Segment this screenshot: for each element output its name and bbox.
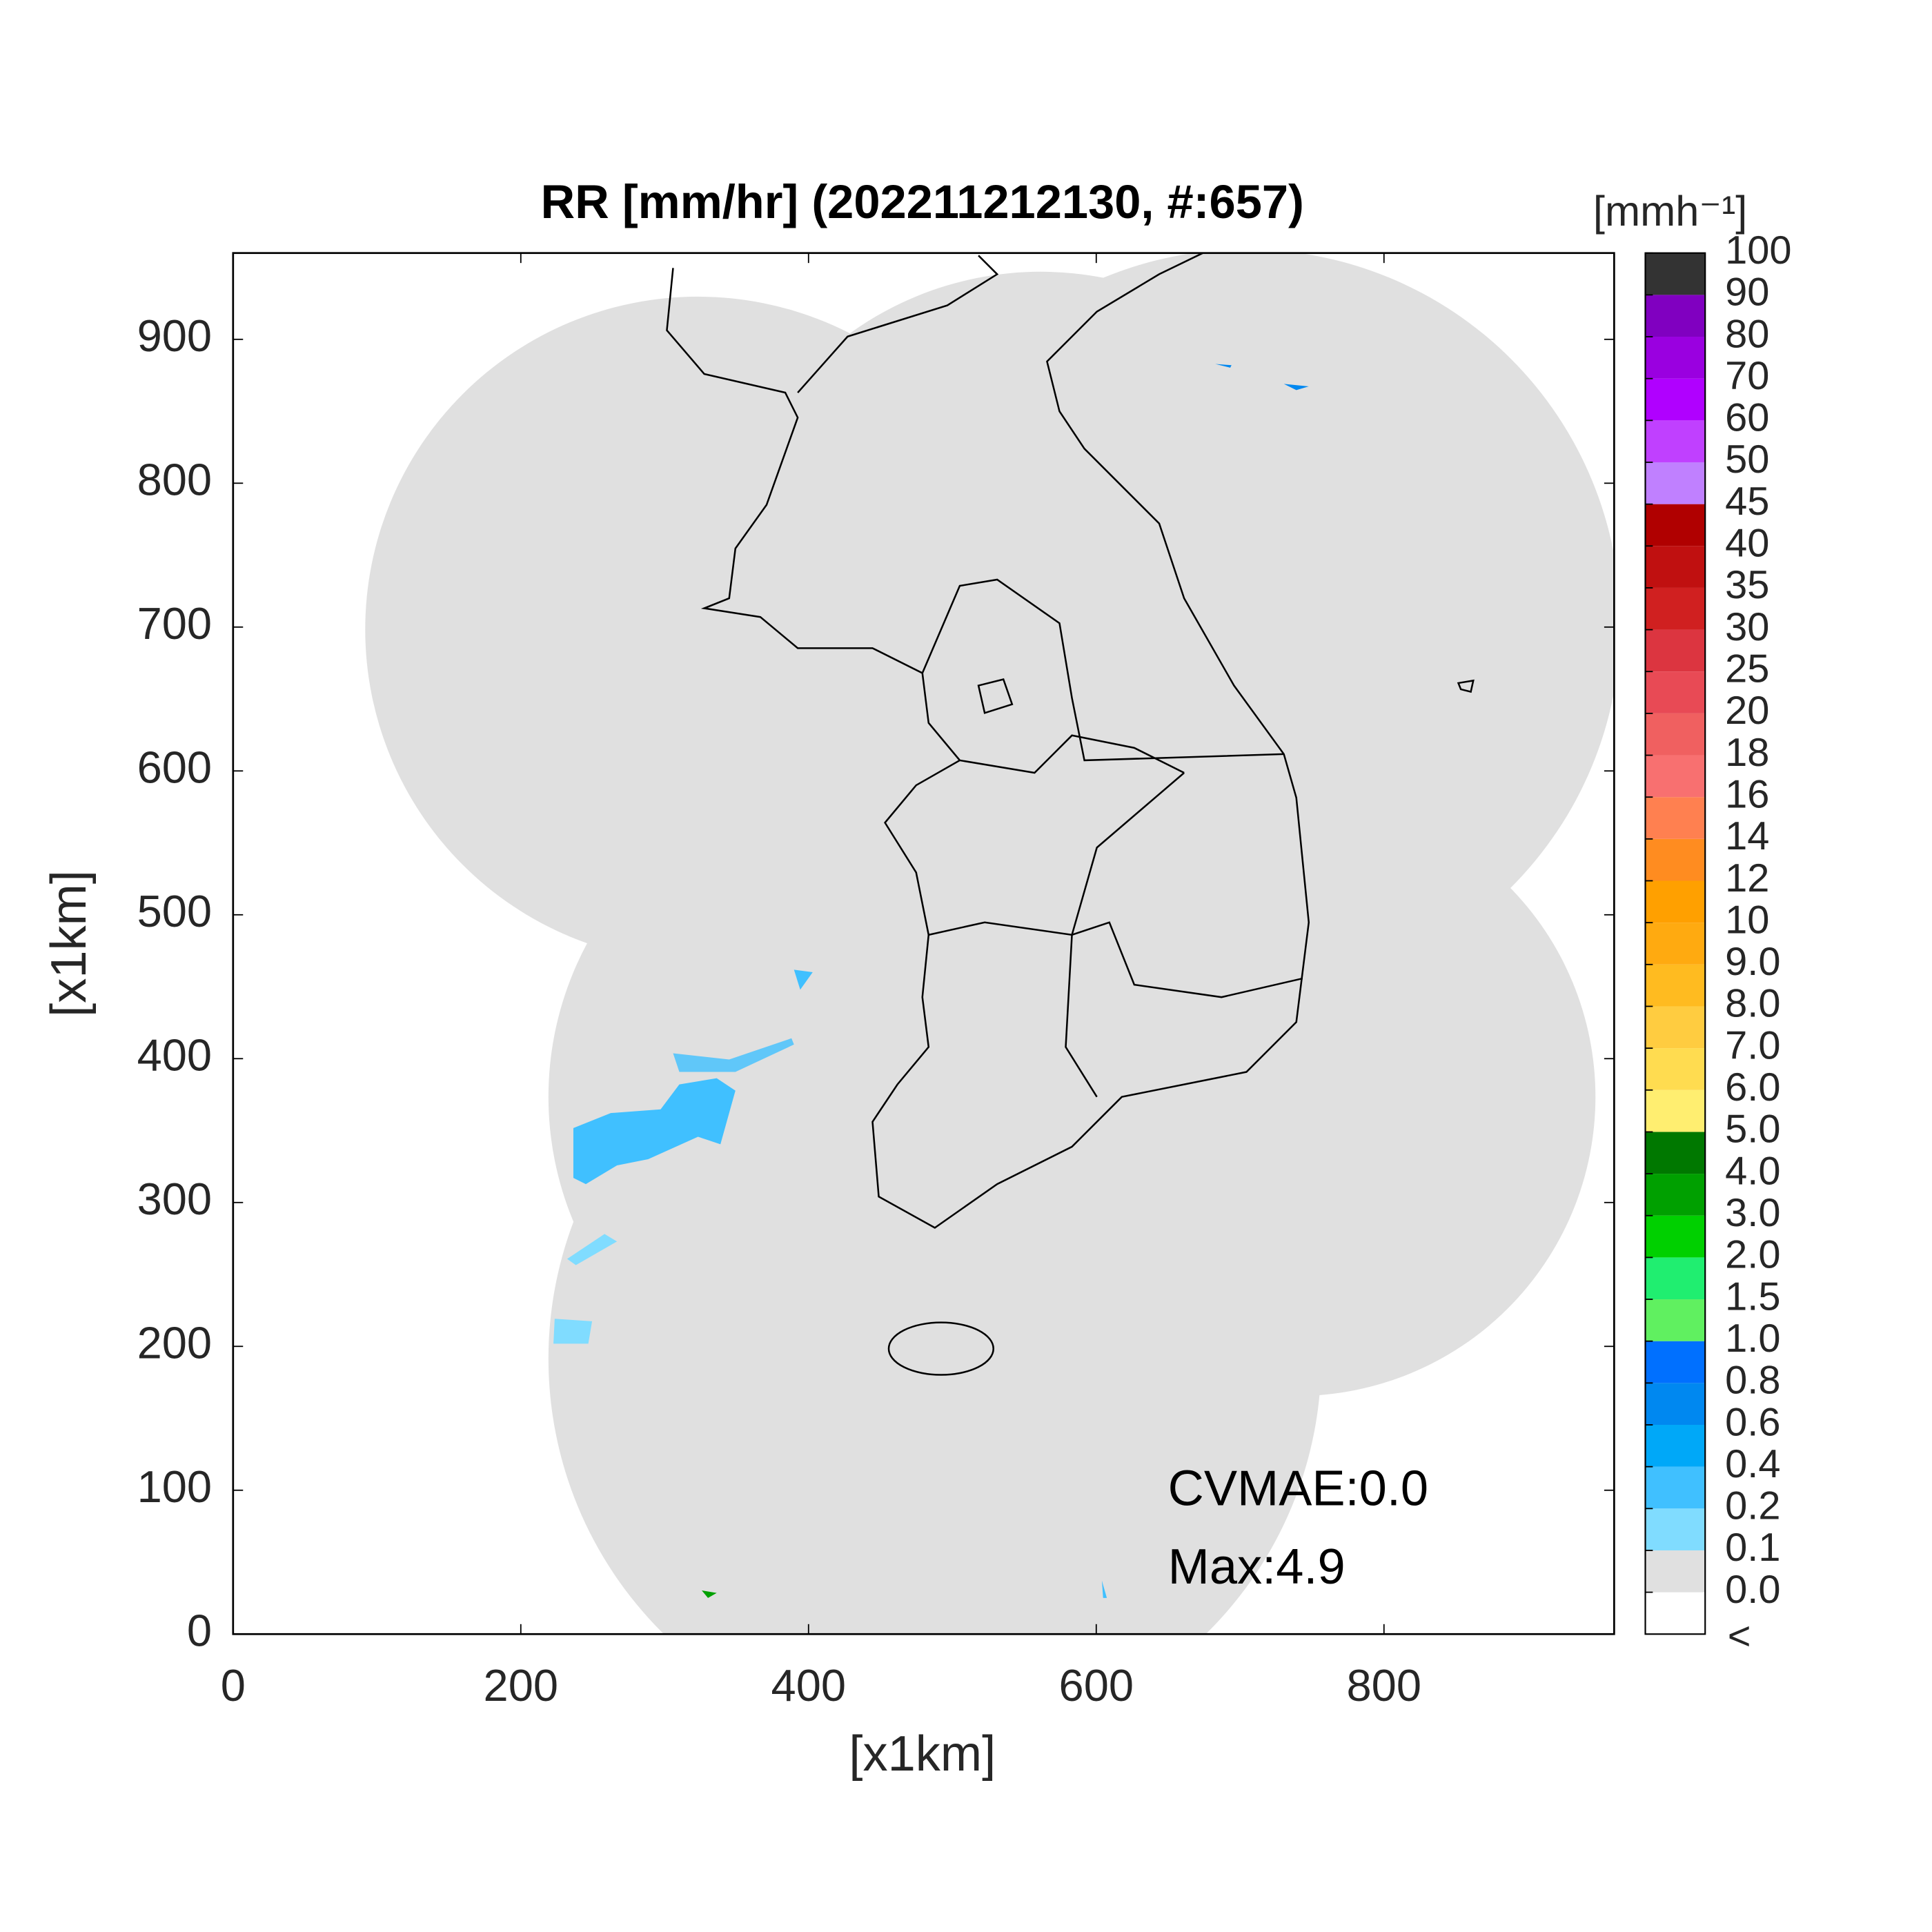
colorbar-label: 0.2 bbox=[1725, 1484, 1780, 1528]
rain-patches bbox=[553, 364, 1309, 1598]
colorbar-segment bbox=[1645, 1383, 1706, 1425]
colorbar-title: [mmh⁻¹] bbox=[1593, 188, 1747, 235]
colorbar-label: < bbox=[1728, 1615, 1751, 1659]
colorbar-label: 8.0 bbox=[1725, 982, 1780, 1026]
colorbar-segment bbox=[1645, 1048, 1706, 1090]
plot-frame bbox=[232, 252, 1615, 1635]
y-tick-label: 700 bbox=[137, 598, 212, 649]
x-axis-label: [x1km] bbox=[849, 1726, 996, 1782]
y-tick-label: 100 bbox=[137, 1461, 212, 1512]
colorbar-segment bbox=[1645, 880, 1706, 923]
annotation: CVMAE:0.0 bbox=[1168, 1461, 1428, 1516]
colorbar-label: 60 bbox=[1725, 396, 1769, 440]
colorbar-label: 70 bbox=[1725, 354, 1769, 398]
colorbar-label: 0.4 bbox=[1725, 1442, 1780, 1486]
colorbar-label: 40 bbox=[1725, 522, 1769, 566]
colorbar-label: 45 bbox=[1725, 480, 1769, 524]
colorbar-label: 80 bbox=[1725, 312, 1769, 356]
colorbar-segment bbox=[1645, 295, 1706, 337]
colorbar-segment bbox=[1645, 1508, 1706, 1550]
colorbar-segment bbox=[1645, 755, 1706, 798]
colorbar-segment bbox=[1645, 1215, 1706, 1258]
colorbar-segment bbox=[1645, 1550, 1706, 1593]
colorbar-segment bbox=[1645, 629, 1706, 672]
colorbar-label: 1.0 bbox=[1725, 1317, 1780, 1361]
colorbar-segment bbox=[1645, 1341, 1706, 1383]
colorbar-segment bbox=[1645, 420, 1706, 462]
colorbar-segment bbox=[1645, 1466, 1706, 1509]
colorbar-label: 1.5 bbox=[1725, 1274, 1780, 1319]
colorbar-segment bbox=[1645, 797, 1706, 839]
colorbar-label: 30 bbox=[1725, 605, 1769, 649]
colorbar-segment bbox=[1645, 964, 1706, 1007]
colorbar-label: 3.0 bbox=[1725, 1191, 1780, 1235]
x-tick-label: 800 bbox=[1347, 1660, 1421, 1711]
colorbar-label: 5.0 bbox=[1725, 1107, 1780, 1152]
chart-title: RR [mm/hr] (202211212130, #:657) bbox=[541, 175, 1304, 228]
y-tick-label: 400 bbox=[137, 1029, 212, 1080]
radar-coverage bbox=[365, 253, 1615, 1635]
colorbar-label: 25 bbox=[1725, 647, 1769, 691]
y-axis-label: [x1km] bbox=[41, 870, 97, 1017]
y-tick-label: 800 bbox=[137, 454, 212, 504]
colorbar-segment bbox=[1645, 1132, 1706, 1174]
y-tick-label: 600 bbox=[137, 742, 212, 792]
colorbar-segment bbox=[1645, 838, 1706, 881]
colorbar-label: 35 bbox=[1725, 563, 1769, 607]
colorbar-segment bbox=[1645, 1424, 1706, 1467]
colorbar-label: 0.8 bbox=[1725, 1359, 1780, 1403]
y-tick-label: 300 bbox=[137, 1174, 212, 1224]
colorbar-segment bbox=[1645, 462, 1706, 504]
colorbar-segment bbox=[1645, 337, 1706, 379]
colorbar-frame bbox=[1644, 252, 1706, 1635]
annotation: Max:4.9 bbox=[1168, 1539, 1346, 1595]
y-tick-label: 500 bbox=[137, 886, 212, 936]
colorbar-label: 0.6 bbox=[1725, 1400, 1780, 1444]
colorbar-segment bbox=[1645, 713, 1706, 756]
colorbar-label: 100 bbox=[1725, 228, 1791, 273]
colorbar-segment bbox=[1645, 378, 1706, 421]
colorbar-segment bbox=[1645, 1299, 1706, 1341]
coastline bbox=[666, 253, 1475, 1376]
x-tick-label: 400 bbox=[771, 1660, 846, 1711]
colorbar-segment bbox=[1645, 923, 1706, 965]
x-tick-label: 600 bbox=[1059, 1660, 1134, 1711]
colorbar-under bbox=[1645, 1592, 1706, 1635]
x-tick-label: 0 bbox=[221, 1660, 246, 1711]
colorbar-label: 7.0 bbox=[1725, 1023, 1780, 1067]
colorbar-label: 50 bbox=[1725, 437, 1769, 482]
colorbar-label: 10 bbox=[1725, 898, 1769, 942]
y-tick-label: 0 bbox=[187, 1605, 212, 1655]
colorbar-label: 20 bbox=[1725, 689, 1769, 733]
colorbar-label: 18 bbox=[1725, 731, 1769, 775]
y-tick-label: 900 bbox=[137, 310, 212, 361]
colorbar-segment bbox=[1645, 1174, 1706, 1216]
x-tick-label: 200 bbox=[484, 1660, 558, 1711]
colorbar-label: 14 bbox=[1725, 814, 1769, 858]
colorbar-label: 0.0 bbox=[1725, 1568, 1780, 1612]
colorbar-label: 6.0 bbox=[1725, 1065, 1780, 1110]
colorbar-label: 16 bbox=[1725, 772, 1769, 816]
colorbar-segment bbox=[1645, 504, 1706, 546]
colorbar-label: 9.0 bbox=[1725, 940, 1780, 984]
colorbar-label: 4.0 bbox=[1725, 1149, 1780, 1193]
colorbar-segment bbox=[1645, 1006, 1706, 1049]
colorbar-label: 2.0 bbox=[1725, 1233, 1780, 1277]
colorbar-label: 12 bbox=[1725, 856, 1769, 900]
colorbar-segment bbox=[1645, 253, 1706, 295]
colorbar-label: 0.1 bbox=[1725, 1526, 1780, 1570]
colorbar-segment bbox=[1645, 546, 1706, 588]
y-tick-label: 200 bbox=[137, 1317, 212, 1368]
colorbar-segment bbox=[1645, 587, 1706, 630]
colorbar-label: 90 bbox=[1725, 270, 1769, 315]
colorbar-segment bbox=[1645, 671, 1706, 713]
colorbar-segment bbox=[1645, 1090, 1706, 1132]
colorbar-segment bbox=[1645, 1257, 1706, 1300]
